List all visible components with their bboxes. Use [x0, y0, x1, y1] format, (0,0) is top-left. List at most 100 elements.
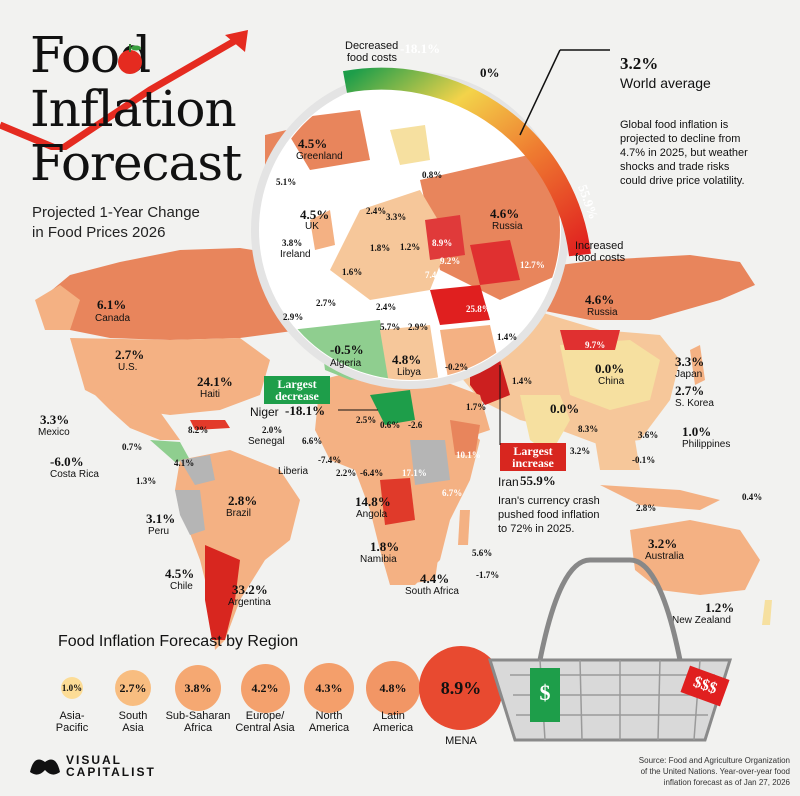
south-africa-value: 4.4%	[420, 571, 450, 586]
small-value: 2.7%	[316, 298, 337, 308]
mexico-value: 3.3%	[40, 412, 70, 427]
russia-zoom-name: Russia	[492, 221, 523, 232]
mexico-shape	[95, 395, 180, 440]
small-value: 1.4%	[497, 332, 518, 342]
russia-value: 4.6%	[585, 292, 615, 307]
subtitle-line-1: Projected 1-Year Change	[32, 204, 200, 221]
ireland-value: 3.8%	[282, 238, 303, 248]
region-label: Latin America	[348, 710, 438, 734]
region-label: North America	[284, 710, 374, 734]
region-label: Sub-Saharan Africa	[153, 710, 243, 734]
new-zealand-name: New Zealand	[672, 615, 731, 626]
shopping-basket-icon	[487, 557, 733, 742]
canada-name: Canada	[95, 313, 131, 324]
brand-name: VISUAL CAPITALIST	[66, 754, 156, 778]
ethiopia-shape	[450, 420, 480, 455]
small-value: 0.4%	[742, 492, 763, 502]
chile-value: 4.5%	[165, 566, 195, 581]
visual-capitalist-logo-icon	[30, 759, 60, 775]
region-label-line: Latin	[381, 710, 405, 722]
australia-name: Australia	[645, 551, 684, 562]
haiti-name: Haiti	[200, 389, 221, 400]
south-america-shape	[175, 450, 300, 650]
brand-line-2: CAPITALIST	[66, 765, 156, 779]
brazil-name: Brazil	[226, 508, 252, 519]
gauge-note-2: projected to decline from	[620, 133, 741, 145]
largest-decrease-tag: Largest decrease	[264, 376, 330, 404]
decreased-label-2: food costs	[346, 52, 397, 64]
increased-label-2: food costs	[575, 252, 626, 264]
costa-rica-value: -6.0%	[50, 454, 84, 469]
australia-value: 3.2%	[648, 536, 678, 551]
largest-increase-country: Iran	[498, 475, 519, 489]
small-value: 9.2%	[440, 256, 461, 266]
source-line-1: Source: Food and Agriculture Organizatio…	[638, 756, 790, 765]
australia-shape	[630, 520, 760, 595]
small-value: 1.6%	[342, 267, 363, 277]
source-note: Source: Food and Agriculture Organizatio…	[560, 755, 790, 788]
largest-increase-tag: Largest increase	[500, 443, 566, 471]
gauge-note: Global food inflation is projected to de…	[620, 118, 748, 188]
ireland-name: Ireland	[280, 249, 311, 260]
brand-line-1: VISUAL	[66, 753, 123, 767]
world-average-label: World average	[620, 75, 711, 91]
region-label: MENA	[416, 735, 506, 747]
russia-zoom-value: 4.6%	[490, 206, 520, 221]
colombia-shape	[180, 455, 215, 485]
greenland-value: 4.5%	[298, 136, 328, 151]
iran-note: Iran's currency crash pushed food inflat…	[498, 494, 600, 536]
page-title: Food Inflation Forecast	[30, 28, 242, 190]
greenland-name: Greenland	[296, 151, 343, 162]
region-label-line: North	[315, 710, 343, 722]
region-label-line: Asia	[122, 722, 144, 734]
us-name: U.S.	[118, 362, 138, 373]
caribbean-shape	[190, 420, 230, 430]
liberia-value: -7.4%	[318, 455, 342, 465]
brazil-value: 2.8%	[228, 493, 258, 508]
small-value: 3.6%	[638, 430, 659, 440]
small-value: 8.9%	[432, 238, 453, 248]
region-label-line: Europe/	[245, 710, 285, 722]
region-label: Asia- Pacific	[27, 710, 117, 734]
small-value: 0.6%	[380, 420, 401, 430]
mexico-name: Mexico	[38, 427, 70, 438]
canada-shape	[40, 248, 300, 340]
small-value: 0.8%	[422, 170, 443, 180]
algeria-value: -0.5%	[330, 342, 364, 357]
niger-shape	[370, 390, 415, 425]
small-value: 12.7%	[520, 260, 545, 270]
largest-increase-value: 55.9%	[520, 473, 556, 488]
small-value: -0.2%	[445, 362, 469, 372]
largest-increase-tag-1: Largest	[513, 444, 553, 458]
mongolia-shape	[560, 330, 620, 350]
region-bubble: 4.2%	[240, 663, 290, 713]
russia-shape	[520, 255, 755, 320]
liberia-name: Liberia	[278, 466, 309, 477]
small-value: 25.8%	[466, 304, 491, 314]
namibia-value: 1.8%	[370, 539, 400, 554]
small-value: 3.2%	[570, 446, 591, 456]
largest-decrease-tag-2: decrease	[275, 389, 319, 403]
japan-value: 3.3%	[675, 354, 705, 369]
small-value: 0.7%	[122, 442, 143, 452]
region-label-line: Central Asia	[235, 722, 295, 734]
small-value: 6.6%	[302, 436, 323, 446]
uk-value: 4.5%	[300, 207, 330, 222]
japan-name: Japan	[675, 369, 703, 380]
largest-decrease-value: -18.1%	[285, 403, 326, 418]
uk-name: UK	[305, 221, 319, 232]
canada-value: 6.1%	[97, 297, 127, 312]
region-chart-title: Food Inflation Forecast by Region	[58, 633, 299, 650]
se-asia-shape	[590, 410, 640, 470]
largest-increase-tag-2: increase	[512, 456, 554, 470]
small-value: 1.3%	[136, 476, 157, 486]
small-value: 3.3%	[386, 212, 407, 222]
small-value: -2.6	[408, 420, 423, 430]
apple-icon	[118, 44, 142, 74]
small-value: 8.3%	[578, 424, 599, 434]
small-value: 2.9%	[283, 312, 304, 322]
region-bubble: 1.0%	[61, 677, 83, 699]
japan-shape	[690, 345, 705, 385]
world-average-value: 3.2%	[620, 54, 659, 73]
small-value: -0.1%	[632, 455, 656, 465]
